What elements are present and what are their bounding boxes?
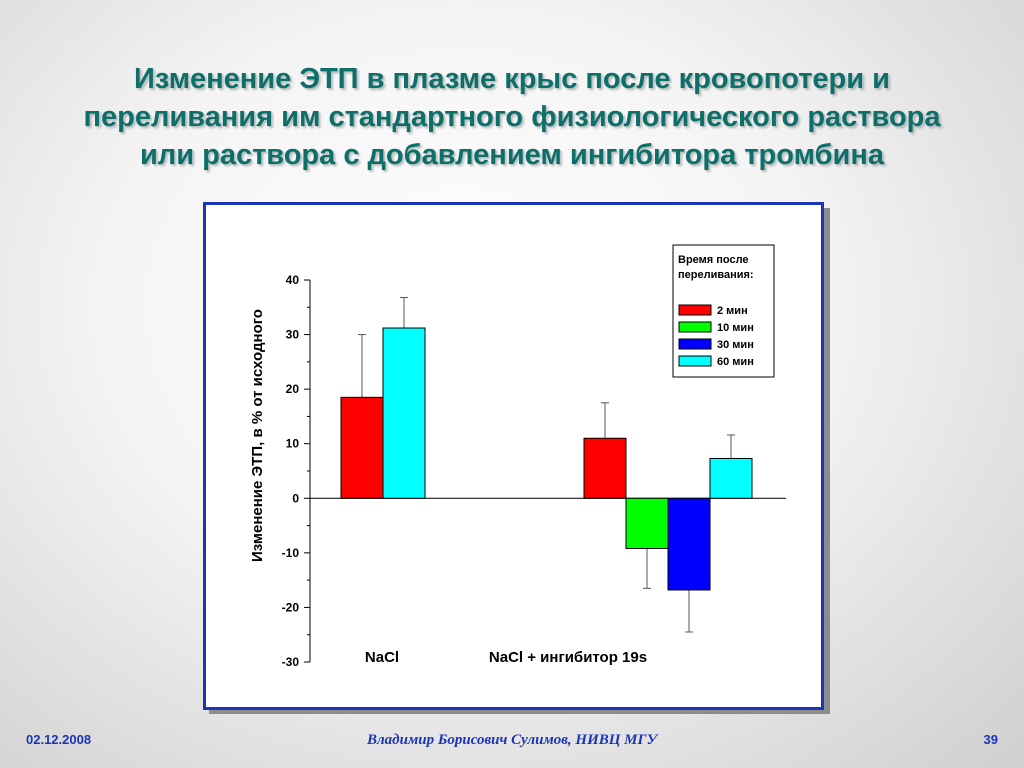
slide-title: Изменение ЭТП в плазме крыс после кровоп… xyxy=(40,60,984,174)
slide-title-line-2: переливания им стандартного физиологичес… xyxy=(83,101,941,133)
legend-entry: 30 мин xyxy=(717,339,754,351)
y-tick-label: 10 xyxy=(286,437,300,451)
legend-swatch xyxy=(678,355,712,367)
y-tick-label: -10 xyxy=(282,546,300,560)
y-tick-label: 30 xyxy=(286,328,300,342)
bar-2-3 xyxy=(667,497,711,591)
slide-date: 02.12.2008 xyxy=(26,732,92,747)
legend-title: Время после xyxy=(678,254,749,266)
legend-entry: 2 мин xyxy=(717,305,748,317)
y-axis-label: Изменение ЭТП, в % от исходного xyxy=(249,309,266,562)
legend-entry: 10 мин xyxy=(717,322,754,334)
bar-chart: 40 30 20 10 0 -10 -20 -30 Изменение ЭТП, в % от … xyxy=(249,244,786,669)
bar-2-2 xyxy=(625,497,669,549)
legend-title: переливания: xyxy=(678,269,754,281)
bar-1-1 xyxy=(340,396,384,499)
slide-author: Владимир Борисович Сулимов, НИВЦ МГУ xyxy=(366,732,658,748)
bar-2-4 xyxy=(709,457,753,499)
category-label: NaCl xyxy=(365,649,399,666)
legend-swatch xyxy=(678,304,712,316)
y-tick-label: 0 xyxy=(292,491,299,505)
slide-title-line-1: Изменение ЭТП в плазме крыс после кровоп… xyxy=(134,63,890,95)
chart-panel: 40 30 20 10 0 -10 -20 -30 Изменение ЭТП, в % от … xyxy=(203,202,824,710)
y-tick-label: 40 xyxy=(286,273,300,287)
slide-title-line-3: или раствора с добавлением ингибитора тр… xyxy=(139,139,885,171)
bar-2-1 xyxy=(583,437,627,499)
bar-1-4 xyxy=(382,327,426,499)
legend-swatch xyxy=(678,338,712,350)
y-tick-label: -30 xyxy=(282,655,300,669)
legend-entry: 60 мин xyxy=(717,356,754,368)
slide-page-number: 39 xyxy=(983,732,998,747)
y-tick-label: -20 xyxy=(282,600,300,614)
legend-swatch xyxy=(678,321,712,333)
y-tick-label: 20 xyxy=(286,382,300,396)
category-label: NaCl + ингибитор 19s xyxy=(489,649,647,666)
